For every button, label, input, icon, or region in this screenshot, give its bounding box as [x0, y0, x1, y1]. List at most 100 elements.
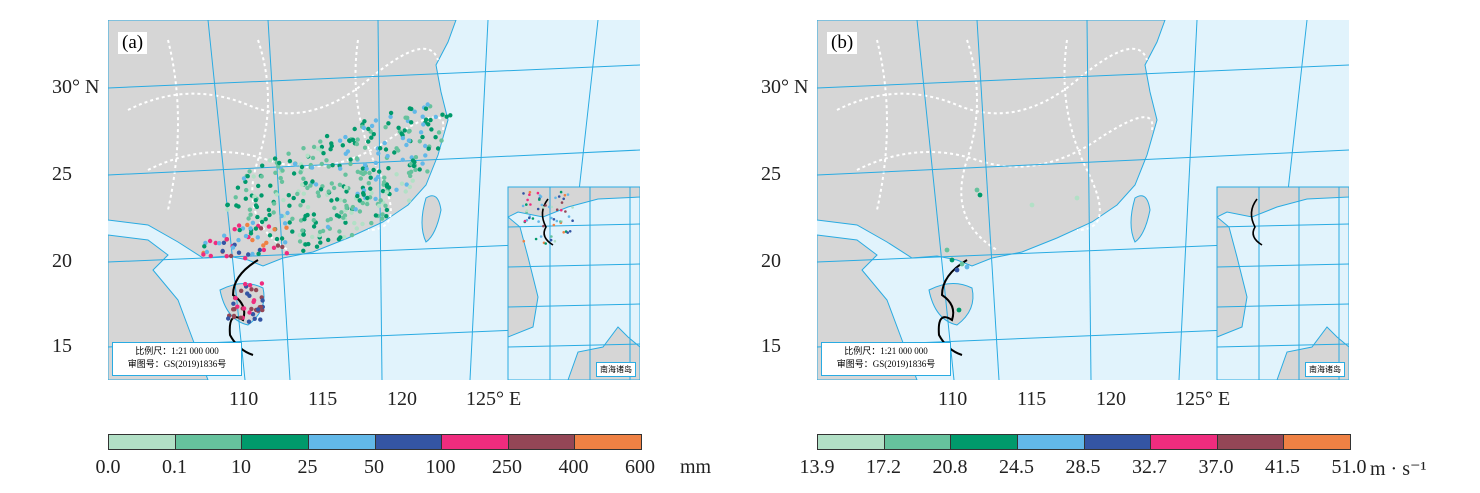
- rain-station-dot: [406, 198, 412, 203]
- rain-station-dot: [410, 178, 415, 183]
- rain-station-dot: [426, 146, 431, 151]
- rain-station-dot: [348, 157, 353, 162]
- rain-station-dot: [325, 218, 330, 223]
- inset-label: 南海诸岛: [596, 362, 636, 377]
- rain-station-dot: [231, 301, 236, 306]
- legend-tick: 50: [364, 456, 384, 478]
- rain-station-dot: [406, 129, 411, 134]
- rain-station-dot: [378, 146, 383, 151]
- rain-station-dot: [342, 235, 347, 240]
- rain-station-dot: [247, 169, 252, 174]
- inset-rain-dot: [563, 193, 567, 197]
- rain-station-dot: [287, 158, 293, 164]
- rain-station-dot: [362, 162, 368, 168]
- rain-station-dot: [338, 166, 343, 171]
- rain-station-dot: [421, 122, 426, 127]
- rain-station-dot: [349, 210, 354, 215]
- lat-label: 25: [761, 163, 781, 185]
- rain-station-dot: [243, 256, 248, 261]
- rain-station-dot: [248, 212, 253, 217]
- rain-station-dot: [326, 237, 331, 243]
- rain-station-dot: [280, 168, 285, 173]
- inset-typhoon-track: [1250, 198, 1263, 246]
- rain-station-dot: [286, 151, 291, 156]
- legend-tick: 17.2: [866, 456, 901, 478]
- rain-station-dot: [279, 213, 284, 219]
- inset-rain-dot: [536, 207, 540, 211]
- longitude-line: [267, 20, 291, 380]
- rain-station-dot: [360, 221, 365, 227]
- rain-station-dot: [291, 171, 297, 176]
- inset-rain-dot: [522, 239, 526, 243]
- rain-station-dot: [413, 167, 418, 172]
- rain-station-dot: [255, 214, 260, 220]
- rain-station-dot: [311, 144, 317, 150]
- rain-station-dot: [245, 222, 250, 228]
- rain-station-dot: [266, 224, 272, 229]
- rain-station-dot: [243, 196, 248, 201]
- rain-station-dot: [291, 195, 296, 201]
- rain-station-dot: [249, 306, 254, 312]
- rain-station-dot: [411, 163, 417, 169]
- rain-station-dot: [250, 237, 255, 243]
- rain-station-dot: [373, 196, 378, 202]
- inset-mainland: [1216, 186, 1349, 218]
- rain-station-dot: [396, 148, 401, 153]
- rain-station-dot: [274, 192, 279, 197]
- rain-station-dot: [423, 153, 428, 158]
- rain-station-dot: [258, 317, 263, 322]
- rain-station-dot: [259, 174, 264, 179]
- rain-station-dot: [279, 179, 285, 184]
- legend-ticks-rainfall: 0.0 0.1 10 25 50 100 250 400 600: [96, 456, 656, 480]
- map-number: 审图号：GS(2019)1836号: [127, 359, 227, 369]
- legend-swatch: [884, 435, 952, 449]
- rain-station-dot: [236, 204, 241, 209]
- lat-label: 25: [52, 163, 72, 185]
- rain-station-dot: [373, 118, 379, 123]
- rain-station-dot: [238, 315, 243, 320]
- rain-station-dot: [365, 201, 370, 207]
- rain-station-dot: [253, 287, 259, 293]
- rain-station-dot: [277, 160, 282, 166]
- rain-station-dot: [368, 186, 373, 191]
- inset-rain-dot: [540, 203, 544, 207]
- rain-station-dot: [364, 166, 369, 171]
- rain-station-dot: [241, 306, 247, 311]
- rain-station-dot: [310, 155, 316, 161]
- rain-station-dot: [236, 237, 241, 243]
- rain-station-dot: [403, 189, 408, 194]
- inset-rain-dot: [536, 191, 540, 195]
- rain-station-dot: [423, 106, 429, 111]
- south-china-sea-inset: [507, 186, 640, 380]
- inset-rain-dot: [547, 205, 551, 209]
- rain-station-dot: [297, 232, 302, 238]
- rain-station-dot: [305, 153, 310, 158]
- rain-station-dot: [371, 167, 376, 173]
- rain-station-dot: [275, 243, 281, 248]
- rain-station-dot: [306, 241, 311, 247]
- rain-station-dot: [339, 210, 344, 215]
- inset-rain-dot: [525, 209, 529, 212]
- rain-station-dot: [278, 175, 283, 181]
- legend-swatch: [442, 435, 509, 449]
- rain-station-dot: [276, 164, 281, 169]
- rain-station-dot: [324, 133, 330, 139]
- rain-station-dot: [369, 135, 374, 140]
- rain-station-dot: [202, 244, 207, 249]
- rain-station-dot: [392, 150, 397, 155]
- inset-rain-dot: [550, 216, 553, 220]
- rain-station-dot: [271, 201, 277, 206]
- legend-swatch: [1284, 435, 1350, 449]
- legend-ticks-wind: 13.9 17.2 20.8 24.5 28.5 32.7 37.0 41.5 51.0: [800, 456, 1367, 480]
- inset-rain-dot: [521, 204, 525, 208]
- rain-station-dot: [224, 237, 229, 242]
- rain-station-dot: [292, 161, 298, 167]
- rain-station-dot: [365, 195, 370, 201]
- lat-label: 15: [761, 335, 781, 357]
- rain-station-dot: [247, 207, 253, 212]
- scale-box: 比例尺：1:21 000 000 审图号：GS(2019)1836号: [821, 342, 951, 376]
- province-border: [960, 39, 998, 251]
- rain-station-dot: [383, 125, 388, 130]
- panel-label: (a): [118, 32, 148, 54]
- rain-station-dot: [412, 109, 417, 114]
